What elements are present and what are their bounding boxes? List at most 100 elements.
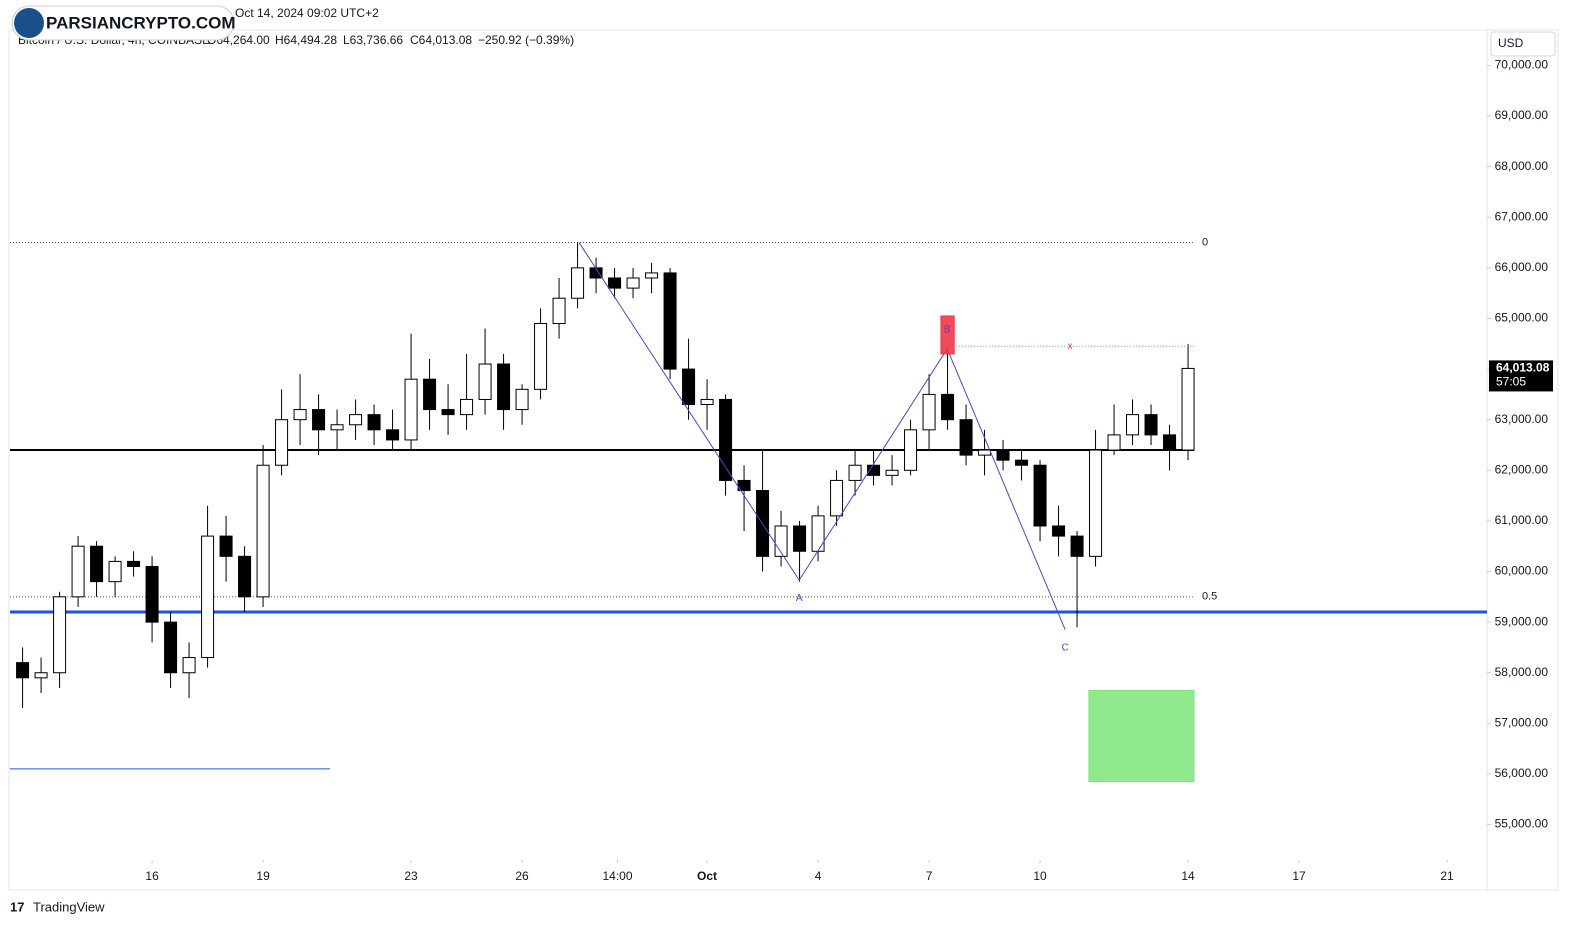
ohlc-change: −250.92 (−0.39%)	[478, 33, 574, 47]
candle-body	[626, 277, 640, 289]
candle-body	[219, 535, 233, 557]
fib-label: 0	[1202, 236, 1208, 248]
candle-body	[312, 409, 326, 431]
x-tick-label: 7	[926, 869, 933, 883]
candle-body	[1107, 434, 1121, 451]
candle-body	[201, 535, 215, 659]
x-tick-label: 26	[515, 869, 529, 883]
candle-body	[367, 414, 381, 431]
y-tick-label: 70,000.00	[1495, 58, 1549, 72]
candle-body	[293, 409, 307, 421]
candle-body	[719, 398, 733, 481]
candle-body	[1126, 414, 1140, 436]
candle-body	[108, 560, 122, 583]
candle-body	[608, 277, 622, 289]
x-tick-label: 4	[815, 869, 822, 883]
candle-body	[127, 560, 141, 567]
price-tag	[1489, 360, 1553, 392]
frame	[8, 29, 1559, 891]
wave-label: B	[944, 325, 951, 336]
y-tick-label: 63,000.00	[1495, 412, 1549, 426]
candle-body	[275, 419, 289, 466]
watermark: PARSIANCRYPTO.COM	[46, 13, 236, 32]
candle-body	[700, 398, 714, 406]
candle-body	[182, 657, 196, 674]
timestamp: Oct 14, 2024 09:02 UTC+2	[235, 6, 379, 20]
candle-body	[1033, 464, 1047, 527]
candle-body	[238, 555, 252, 598]
target-box	[1088, 689, 1195, 783]
candle-body	[1070, 535, 1084, 557]
watermark-logo	[14, 8, 44, 38]
y-tick-label: 57,000.00	[1495, 716, 1549, 730]
candle-body	[922, 393, 936, 431]
x-tick-label: 17	[1292, 869, 1306, 883]
candle-body	[793, 525, 807, 552]
wave-label: A	[796, 593, 803, 604]
ohlc-high: H64,494.28	[275, 33, 337, 47]
candle-body	[1052, 525, 1066, 537]
candle-body	[996, 449, 1010, 461]
candle-body	[663, 272, 677, 370]
candle-body	[423, 378, 437, 411]
candle-body	[552, 297, 566, 325]
candle-body	[682, 368, 696, 406]
candle-body	[1144, 414, 1158, 436]
candle-body	[145, 565, 159, 623]
footer-logo: 17	[10, 899, 24, 914]
x-tick-label: 16	[145, 869, 159, 883]
candle-body	[460, 398, 474, 416]
candle-body	[497, 363, 511, 411]
y-tick-label: 66,000.00	[1495, 260, 1549, 274]
footer: TradingView	[33, 899, 105, 914]
currency-button[interactable]	[1490, 31, 1556, 57]
x-tick-label: 14:00	[603, 869, 633, 883]
candle-body	[941, 393, 955, 421]
candle-body	[1181, 367, 1195, 451]
candle-body	[34, 672, 48, 679]
x-label: x	[1068, 341, 1073, 352]
candle-body	[441, 409, 455, 416]
candle-body	[848, 464, 862, 481]
wave-label: C	[1062, 642, 1069, 653]
y-tick-label: 67,000.00	[1495, 209, 1549, 223]
candle-body	[645, 272, 659, 279]
zigzag	[578, 242, 1066, 630]
y-tick-label: 61,000.00	[1495, 513, 1549, 527]
candle-body	[867, 464, 881, 476]
y-tick-label: 62,000.00	[1495, 462, 1549, 476]
x-tick-label: 14	[1181, 869, 1195, 883]
candle-body	[534, 323, 548, 390]
candle-body	[1015, 459, 1029, 466]
candle-body	[349, 414, 363, 426]
candle-body	[53, 596, 67, 674]
y-tick-label: 69,000.00	[1495, 108, 1549, 122]
candle-body	[164, 621, 178, 674]
ohlc-close: C64,013.08	[410, 33, 472, 47]
price-tag-countdown: 57:05	[1496, 375, 1526, 389]
y-tick-label: 60,000.00	[1495, 564, 1549, 578]
candle-body	[904, 429, 918, 471]
candle-body	[16, 662, 30, 679]
price-tag-label: 64,013.08	[1496, 361, 1550, 375]
x-tick-label: 19	[256, 869, 270, 883]
y-tick-label: 65,000.00	[1495, 311, 1549, 325]
candle-body	[811, 515, 825, 552]
ohlc-low: L63,736.66	[343, 33, 403, 47]
candle-body	[71, 545, 85, 598]
candle-body	[386, 429, 400, 441]
x-tick-label: Oct	[697, 869, 717, 883]
candle-body	[515, 388, 529, 411]
currency: USD	[1498, 36, 1524, 50]
candle-body	[978, 449, 992, 456]
candle-body	[1089, 449, 1103, 557]
y-tick-label: 55,000.00	[1495, 817, 1549, 831]
y-tick-label: 56,000.00	[1495, 766, 1549, 780]
y-tick-label: 68,000.00	[1495, 159, 1549, 173]
candle-body	[885, 469, 899, 476]
candle-body	[478, 363, 492, 400]
x-tick-label: 23	[404, 869, 418, 883]
candle-body	[830, 479, 844, 517]
